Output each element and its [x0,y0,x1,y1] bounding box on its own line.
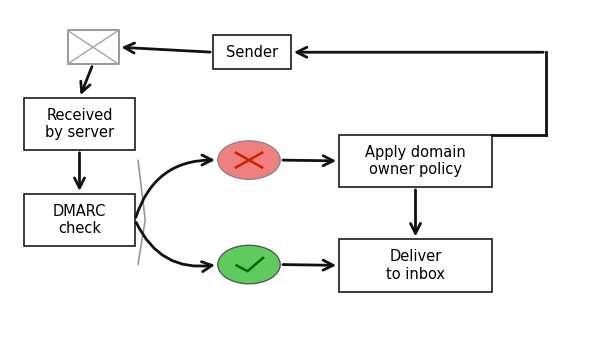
FancyBboxPatch shape [24,194,135,246]
Text: Received
by server: Received by server [45,108,114,140]
FancyBboxPatch shape [24,98,135,150]
Text: Sender: Sender [226,45,278,60]
Text: Apply domain
owner policy: Apply domain owner policy [365,145,466,177]
Ellipse shape [218,245,280,284]
FancyBboxPatch shape [67,30,119,64]
FancyBboxPatch shape [339,135,492,187]
Text: DMARC
check: DMARC check [53,204,106,236]
FancyBboxPatch shape [339,239,492,292]
FancyBboxPatch shape [213,35,291,69]
Ellipse shape [218,141,280,179]
Text: Deliver
to inbox: Deliver to inbox [386,249,445,282]
